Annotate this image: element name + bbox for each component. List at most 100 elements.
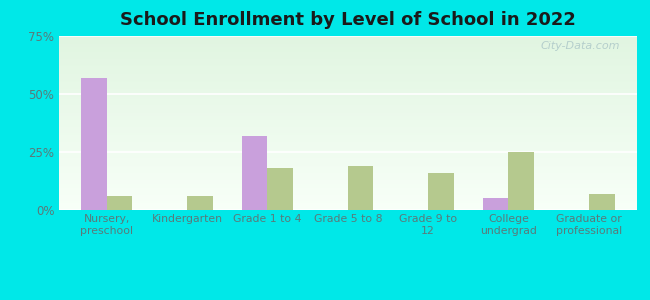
Bar — [58, 160, 637, 161]
Bar — [58, 77, 637, 78]
Bar — [58, 195, 637, 196]
Bar — [58, 65, 637, 66]
Bar — [483, 198, 508, 210]
Bar — [58, 192, 637, 193]
Bar — [58, 39, 637, 40]
Bar — [58, 93, 637, 94]
Bar — [58, 178, 637, 179]
Bar — [58, 78, 637, 79]
Bar — [58, 99, 637, 100]
Bar — [58, 54, 637, 55]
Title: School Enrollment by Level of School in 2022: School Enrollment by Level of School in … — [120, 11, 576, 29]
Bar — [58, 128, 637, 129]
Bar — [58, 67, 637, 68]
Bar — [58, 82, 637, 83]
Bar — [58, 118, 637, 119]
Bar — [187, 196, 213, 210]
Bar — [58, 125, 637, 126]
Bar — [58, 184, 637, 185]
Bar — [58, 51, 637, 52]
Bar — [58, 157, 637, 158]
Bar — [58, 151, 637, 152]
Bar — [58, 172, 637, 173]
Bar — [589, 194, 614, 210]
Bar — [58, 41, 637, 42]
Bar — [58, 153, 637, 154]
Bar — [58, 197, 637, 198]
Bar — [58, 148, 637, 149]
Bar — [58, 191, 637, 192]
Bar — [58, 107, 637, 108]
Bar — [58, 90, 637, 91]
Bar — [58, 159, 637, 160]
Bar — [58, 100, 637, 101]
Bar — [58, 50, 637, 51]
Bar — [58, 89, 637, 90]
Bar — [58, 121, 637, 122]
Bar — [58, 144, 637, 145]
Bar — [58, 140, 637, 141]
Bar — [58, 187, 637, 188]
Bar — [58, 194, 637, 195]
Bar — [58, 137, 637, 138]
Bar — [58, 139, 637, 140]
Bar — [107, 196, 133, 210]
Bar — [58, 84, 637, 85]
Bar — [58, 97, 637, 98]
Bar — [58, 155, 637, 156]
Bar — [508, 152, 534, 210]
Bar — [58, 174, 637, 175]
Bar — [81, 78, 107, 210]
Bar — [58, 196, 637, 197]
Bar — [58, 208, 637, 209]
Bar — [58, 114, 637, 115]
Text: City-Data.com: City-Data.com — [540, 41, 619, 51]
Bar — [58, 132, 637, 133]
Bar — [428, 173, 454, 210]
Bar — [58, 126, 637, 127]
Bar — [58, 209, 637, 210]
Bar — [58, 116, 637, 117]
Bar — [58, 180, 637, 181]
Bar — [58, 124, 637, 125]
Bar — [58, 190, 637, 191]
Bar — [58, 202, 637, 203]
Bar — [58, 161, 637, 162]
Bar — [267, 168, 293, 210]
Bar — [58, 120, 637, 121]
Bar — [58, 134, 637, 135]
Bar — [348, 166, 374, 210]
Bar — [58, 156, 637, 157]
Bar — [58, 193, 637, 194]
Bar — [58, 74, 637, 75]
Bar — [58, 85, 637, 86]
Bar — [58, 45, 637, 46]
Bar — [58, 182, 637, 183]
Bar — [58, 173, 637, 174]
Bar — [58, 149, 637, 150]
Bar — [58, 91, 637, 92]
Bar — [58, 53, 637, 54]
Bar — [58, 181, 637, 182]
Bar — [58, 136, 637, 137]
Bar — [58, 73, 637, 74]
Bar — [58, 46, 637, 47]
Bar — [58, 105, 637, 106]
Bar — [58, 119, 637, 120]
Bar — [58, 205, 637, 206]
Bar — [58, 60, 637, 61]
Bar — [58, 122, 637, 123]
Bar — [58, 185, 637, 186]
Bar — [58, 142, 637, 143]
Bar — [58, 147, 637, 148]
Bar — [58, 79, 637, 80]
Bar — [58, 80, 637, 81]
Bar — [58, 131, 637, 132]
Bar — [58, 135, 637, 136]
Bar — [58, 117, 637, 118]
Bar — [58, 72, 637, 73]
Bar — [58, 160, 637, 161]
Bar — [58, 37, 637, 38]
Bar — [58, 123, 637, 124]
Bar — [58, 207, 637, 208]
